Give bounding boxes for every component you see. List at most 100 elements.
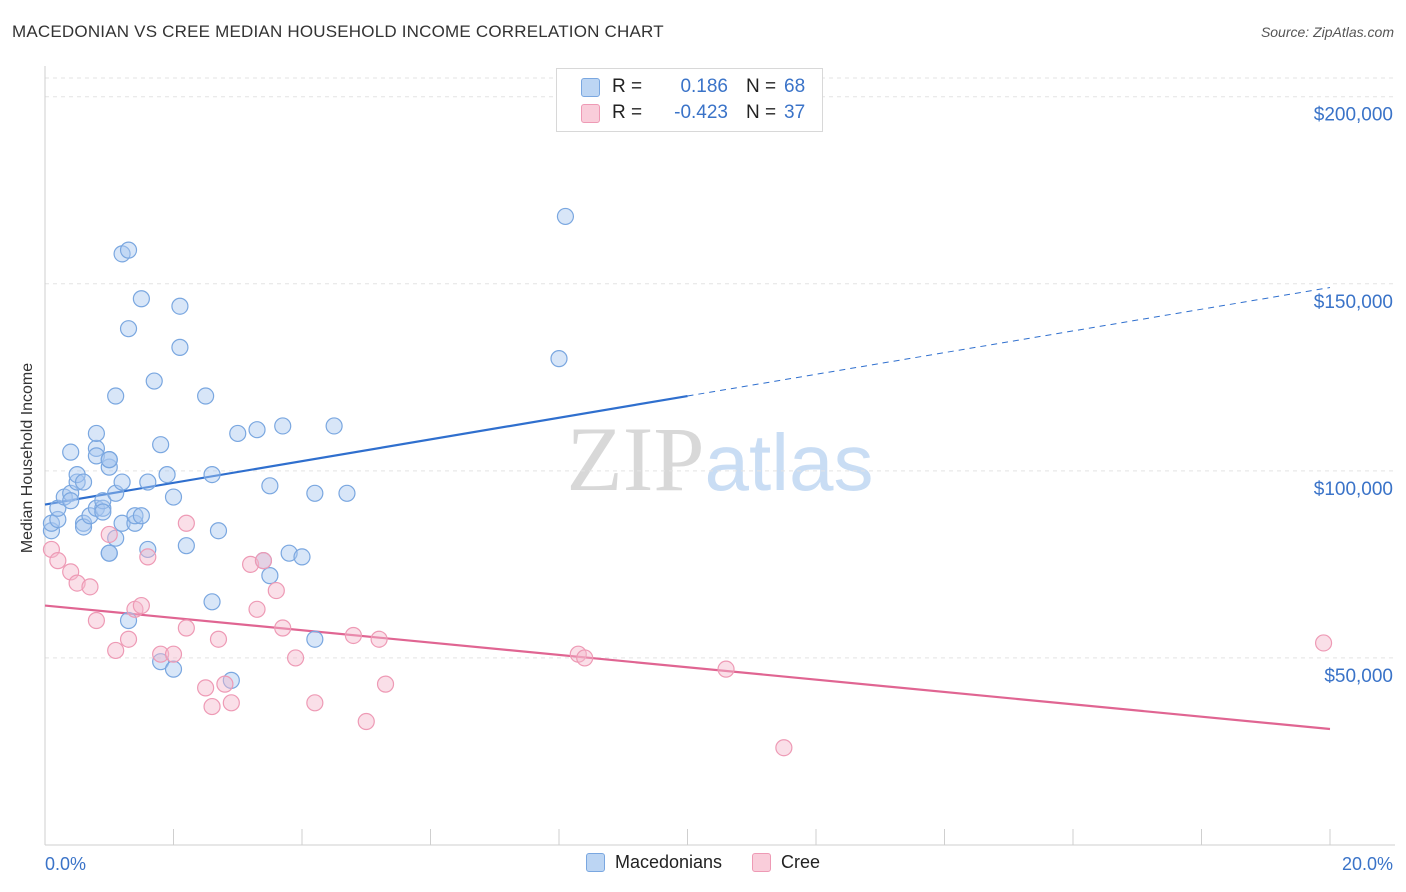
trend-line — [44, 604, 1331, 731]
data-point — [222, 694, 240, 712]
data-point — [209, 630, 228, 648]
data-point — [164, 645, 183, 663]
legend-row-cree: R = -0.423 N = 37 — [581, 100, 805, 126]
data-point — [248, 600, 266, 618]
legend-r-value: -0.423 — [674, 102, 728, 123]
data-point — [100, 525, 118, 544]
series-legend-label: Macedonians — [614, 852, 723, 872]
data-point — [717, 660, 735, 678]
data-point — [145, 372, 163, 390]
data-point — [113, 473, 131, 491]
data-point — [556, 207, 575, 226]
y-tick-label: $50,000 — [1324, 666, 1393, 687]
series-swatch-cree — [752, 853, 772, 872]
data-point — [94, 503, 112, 521]
legend-n-label: N = — [746, 76, 777, 97]
data-point — [62, 492, 80, 510]
data-point — [274, 619, 292, 637]
trend-line — [44, 394, 688, 506]
data-point — [306, 630, 324, 648]
legend-r-value: 0.186 — [680, 76, 728, 97]
data-point — [216, 675, 234, 693]
data-point — [132, 596, 150, 615]
data-point — [203, 697, 221, 716]
data-point — [81, 578, 99, 596]
data-point — [286, 649, 305, 667]
data-point — [197, 679, 215, 697]
data-point — [254, 552, 273, 570]
data-point — [376, 675, 395, 693]
data-point — [203, 465, 221, 484]
data-point — [177, 514, 195, 532]
x-tick-label: 0.0% — [45, 854, 86, 874]
data-point — [1314, 634, 1333, 652]
data-point — [306, 484, 324, 502]
data-point — [209, 522, 228, 540]
data-point — [325, 417, 343, 435]
data-point — [126, 507, 144, 525]
data-point — [87, 447, 106, 465]
data-point — [344, 626, 362, 645]
data-point — [261, 477, 279, 495]
series-legend-cree: Cree — [752, 852, 820, 873]
data-point — [261, 567, 279, 585]
data-point — [171, 338, 189, 356]
data-point — [74, 473, 93, 491]
data-point — [87, 424, 106, 443]
data-point — [248, 421, 266, 439]
data-point — [775, 739, 793, 757]
data-point — [197, 387, 215, 405]
watermark: ZIPatlas — [567, 408, 874, 510]
data-point — [357, 712, 375, 731]
data-point — [370, 630, 388, 648]
data-point — [280, 544, 298, 562]
data-point — [229, 424, 247, 443]
data-point — [164, 488, 183, 506]
data-point — [139, 473, 157, 491]
correlation-legend: R = 0.186 N = 68 R = -0.423 N = 37 — [556, 68, 823, 132]
legend-swatch-cree — [581, 103, 600, 123]
data-point — [338, 484, 356, 502]
series-legend-macedonians: Macedonians — [585, 852, 723, 873]
data-point — [550, 350, 568, 368]
y-tick-label: $100,000 — [1314, 479, 1393, 500]
data-point — [242, 555, 260, 573]
y-tick-label: $200,000 — [1314, 105, 1393, 126]
chart-title: MACEDONIAN VS CREE MEDIAN HOUSEHOLD INCO… — [12, 22, 664, 41]
data-point — [171, 297, 189, 315]
data-point — [152, 436, 170, 454]
data-point — [152, 645, 170, 663]
data-point — [203, 593, 221, 611]
legend-r-label: R = — [612, 102, 643, 123]
data-point — [177, 619, 195, 637]
legend-swatch-macedonians — [581, 77, 600, 97]
data-point — [119, 320, 138, 338]
series-legend-label: Cree — [781, 852, 821, 872]
data-point — [62, 443, 80, 461]
data-point — [132, 507, 150, 525]
data-point — [100, 451, 118, 469]
data-point — [68, 574, 86, 592]
data-point — [177, 537, 195, 555]
legend-r-label: R = — [612, 76, 643, 97]
data-point — [132, 290, 150, 308]
data-point — [274, 417, 292, 435]
data-point — [306, 694, 324, 712]
data-point — [119, 241, 138, 259]
series-legend: Macedonians Cree — [0, 852, 1406, 873]
legend-n-value: 68 — [784, 76, 806, 97]
data-point — [113, 514, 131, 532]
data-point — [107, 641, 125, 660]
legend-n-value: 37 — [784, 102, 806, 123]
data-point — [164, 660, 183, 678]
data-point — [107, 387, 125, 405]
data-point — [49, 552, 67, 570]
data-point — [576, 649, 594, 667]
data-point — [267, 581, 285, 600]
y-tick-label: $150,000 — [1314, 292, 1393, 313]
source-label: Source: ZipAtlas.com — [1260, 24, 1394, 40]
legend-n-label: N = — [746, 102, 777, 123]
data-point — [293, 548, 311, 566]
data-point — [158, 465, 176, 484]
